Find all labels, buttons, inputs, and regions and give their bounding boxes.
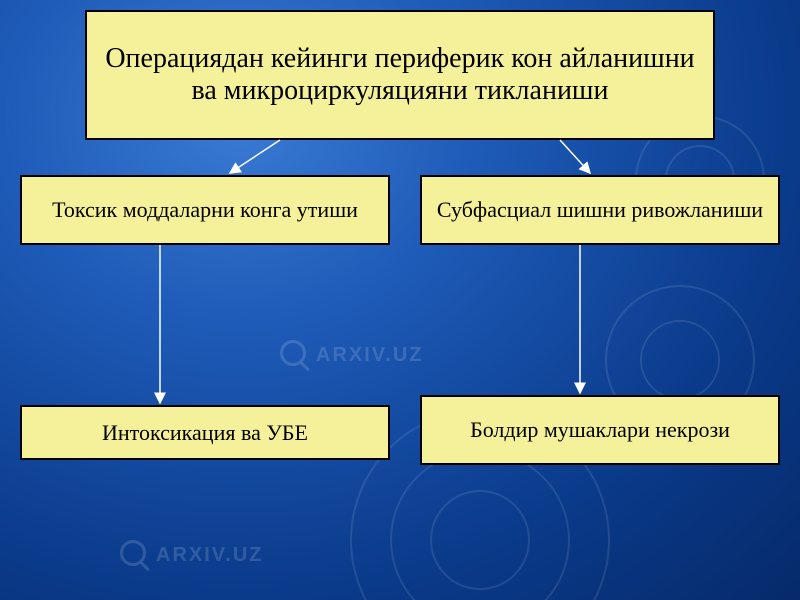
watermark-text: ARXIV.UZ [316,344,424,367]
watermark: ARXIV.UZ [280,340,424,370]
box-left1-text: Токсик моддаларни конга утиши [52,197,358,223]
box-right2-text: Болдир мушаклари некрози [470,417,730,443]
box-right1: Субфасциал шишни ривожланиши [420,175,780,245]
box-right2: Болдир мушаклари некрози [420,395,780,465]
box-left2-text: Интоксикация ва УБЕ [102,420,308,446]
watermark-text: ARXIV.UZ [156,544,264,567]
box-left2: Интоксикация ва УБЕ [20,405,390,460]
magnifier-icon [280,340,310,370]
watermark: ARXIV.UZ [120,540,264,570]
box-right1-text: Субфасциал шишни ривожланиши [437,197,763,223]
magnifier-icon [120,540,150,570]
title-box: Операциядан кейинги периферик кон айлани… [85,10,715,140]
box-left1: Токсик моддаларни конга утиши [20,175,390,245]
title-text: Операциядан кейинги периферик кон айлани… [97,43,703,107]
